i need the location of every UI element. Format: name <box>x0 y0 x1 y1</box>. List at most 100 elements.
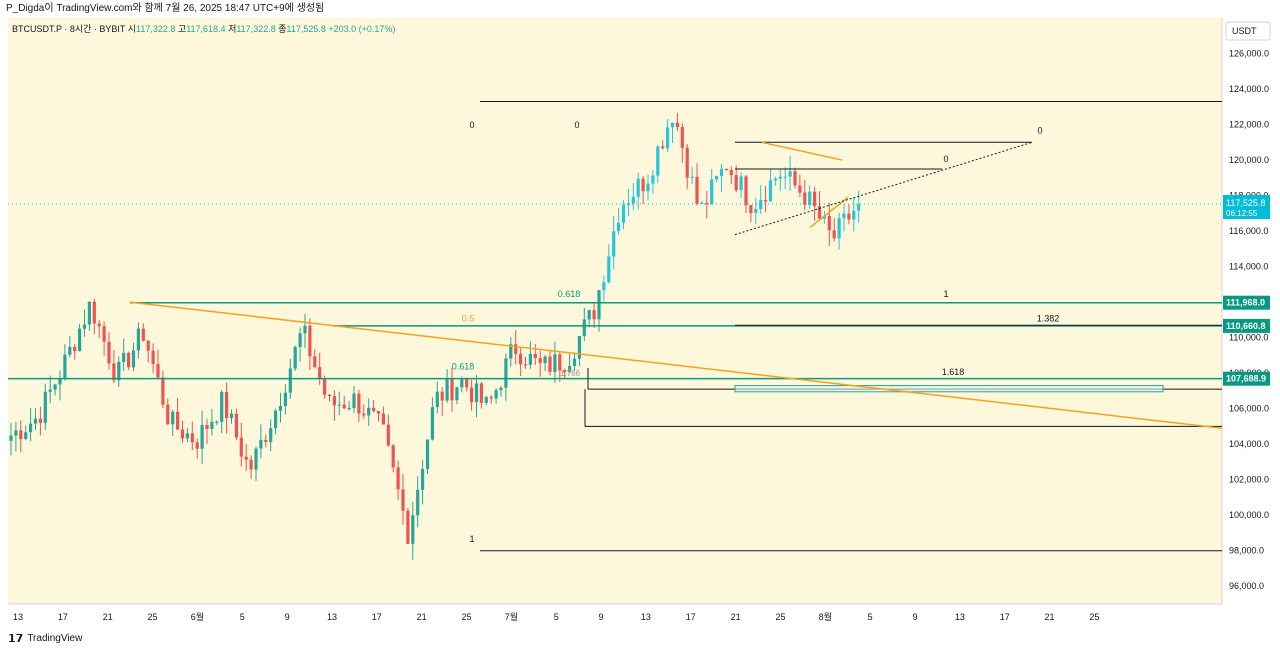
candle-body <box>675 122 679 127</box>
fib-label: 0 <box>469 120 474 130</box>
candle-body <box>670 122 675 128</box>
time-tick-label: 21 <box>731 612 741 622</box>
fib-label: 0 <box>574 120 579 130</box>
candle-body <box>847 213 851 220</box>
overlay-label: 1.786 <box>560 369 581 378</box>
candle-body <box>636 178 640 197</box>
candle-body <box>744 176 748 206</box>
candle-body <box>788 171 792 177</box>
time-tick-label: 21 <box>103 612 113 622</box>
candle-body <box>112 363 116 381</box>
candle-body <box>97 323 101 327</box>
ohlc-legend: BTCUSDT.P · 8시간 · BYBIT 시117,322.8 고117,… <box>12 24 395 34</box>
candle-body <box>146 340 150 351</box>
candle-body <box>484 397 488 403</box>
candle-body <box>323 379 327 395</box>
price-tick-label: 98,000.0 <box>1229 546 1264 556</box>
candle-body <box>685 147 689 178</box>
candle-body <box>837 218 841 239</box>
current-price-label: 117,525.8 <box>1226 198 1265 208</box>
candle-body <box>435 391 439 408</box>
candle-body <box>646 183 650 192</box>
time-tick-label: 17 <box>686 612 696 622</box>
candle-body <box>298 333 302 347</box>
candle-body <box>19 430 23 439</box>
candle-body <box>602 282 606 291</box>
candle-body <box>254 448 258 470</box>
candle-body <box>416 489 420 516</box>
time-tick-label: 5 <box>554 612 559 622</box>
descending-trendline[interactable] <box>129 301 1223 429</box>
candle-body <box>793 171 797 186</box>
candle-body <box>244 456 248 460</box>
price-tag-label: 111,968.0 <box>1226 298 1265 308</box>
candle-body <box>278 406 283 411</box>
candle-body <box>597 290 601 320</box>
candle-body <box>303 325 307 334</box>
candle-body <box>572 358 577 366</box>
candle-body <box>14 430 18 436</box>
candle-body <box>783 176 787 178</box>
candle-body <box>715 175 719 180</box>
candle-body <box>274 410 278 429</box>
candle-body <box>63 354 67 379</box>
candle-body <box>842 213 846 219</box>
candle-body <box>171 411 175 425</box>
candle-body <box>489 397 493 399</box>
candle-body <box>553 354 557 372</box>
candle-body <box>29 423 33 433</box>
candle-body <box>577 336 581 359</box>
candle-body <box>773 178 777 181</box>
candle-body <box>719 168 724 176</box>
candle-body <box>185 433 189 439</box>
time-tick-label: 17 <box>1000 612 1010 622</box>
candle-body <box>210 421 214 429</box>
candle-body <box>690 176 694 178</box>
candle-body <box>327 394 332 396</box>
candle-body <box>666 127 670 149</box>
candle-body <box>421 468 425 490</box>
candle-body <box>798 185 802 193</box>
candle-body <box>220 392 224 422</box>
candle-body <box>215 421 219 423</box>
candle-body <box>73 346 77 352</box>
candle-body <box>156 363 160 378</box>
candle-body <box>127 352 131 368</box>
candle-body <box>43 391 47 423</box>
candle-body <box>612 231 616 257</box>
candle-body <box>479 383 483 403</box>
candle-body <box>318 367 322 380</box>
candle-body <box>430 407 434 440</box>
currency-box[interactable] <box>1225 21 1271 41</box>
triangle-lower-line[interactable] <box>809 196 849 229</box>
tradingview-logo-icon: 𝟭𝟳 <box>8 633 24 645</box>
price-chart[interactable]: BTCUSDT.P · 8시간 · BYBIT 시117,322.8 고117,… <box>0 18 1280 628</box>
candle-body <box>239 437 243 457</box>
candle-body <box>406 510 410 544</box>
candle-body <box>729 170 733 176</box>
bar-countdown-label: 06:12:55 <box>1226 209 1258 218</box>
time-tick-label: 9 <box>912 612 917 622</box>
candle-body <box>396 467 400 490</box>
time-tick-label: 5 <box>868 612 873 622</box>
candle-body <box>293 346 297 369</box>
candle-body <box>229 413 234 419</box>
fib-label: 0.618 <box>452 362 475 372</box>
zone-box[interactable] <box>734 385 1164 393</box>
candle-body <box>313 356 317 368</box>
candle-body <box>381 413 385 425</box>
candle-body <box>225 392 229 419</box>
time-tick-label: 5 <box>240 612 245 622</box>
candle-body <box>582 319 586 337</box>
candle-body <box>587 310 591 320</box>
price-tick-label: 110,000.0 <box>1229 333 1268 343</box>
candle-body <box>455 387 459 401</box>
candle-body <box>166 404 170 425</box>
triangle-upper-line[interactable] <box>761 141 843 161</box>
candle-body <box>337 404 341 406</box>
candle-body <box>832 230 836 239</box>
candle-body <box>631 196 635 204</box>
candle-body <box>705 202 709 205</box>
candle-body <box>176 411 180 430</box>
candle-body <box>92 301 96 324</box>
